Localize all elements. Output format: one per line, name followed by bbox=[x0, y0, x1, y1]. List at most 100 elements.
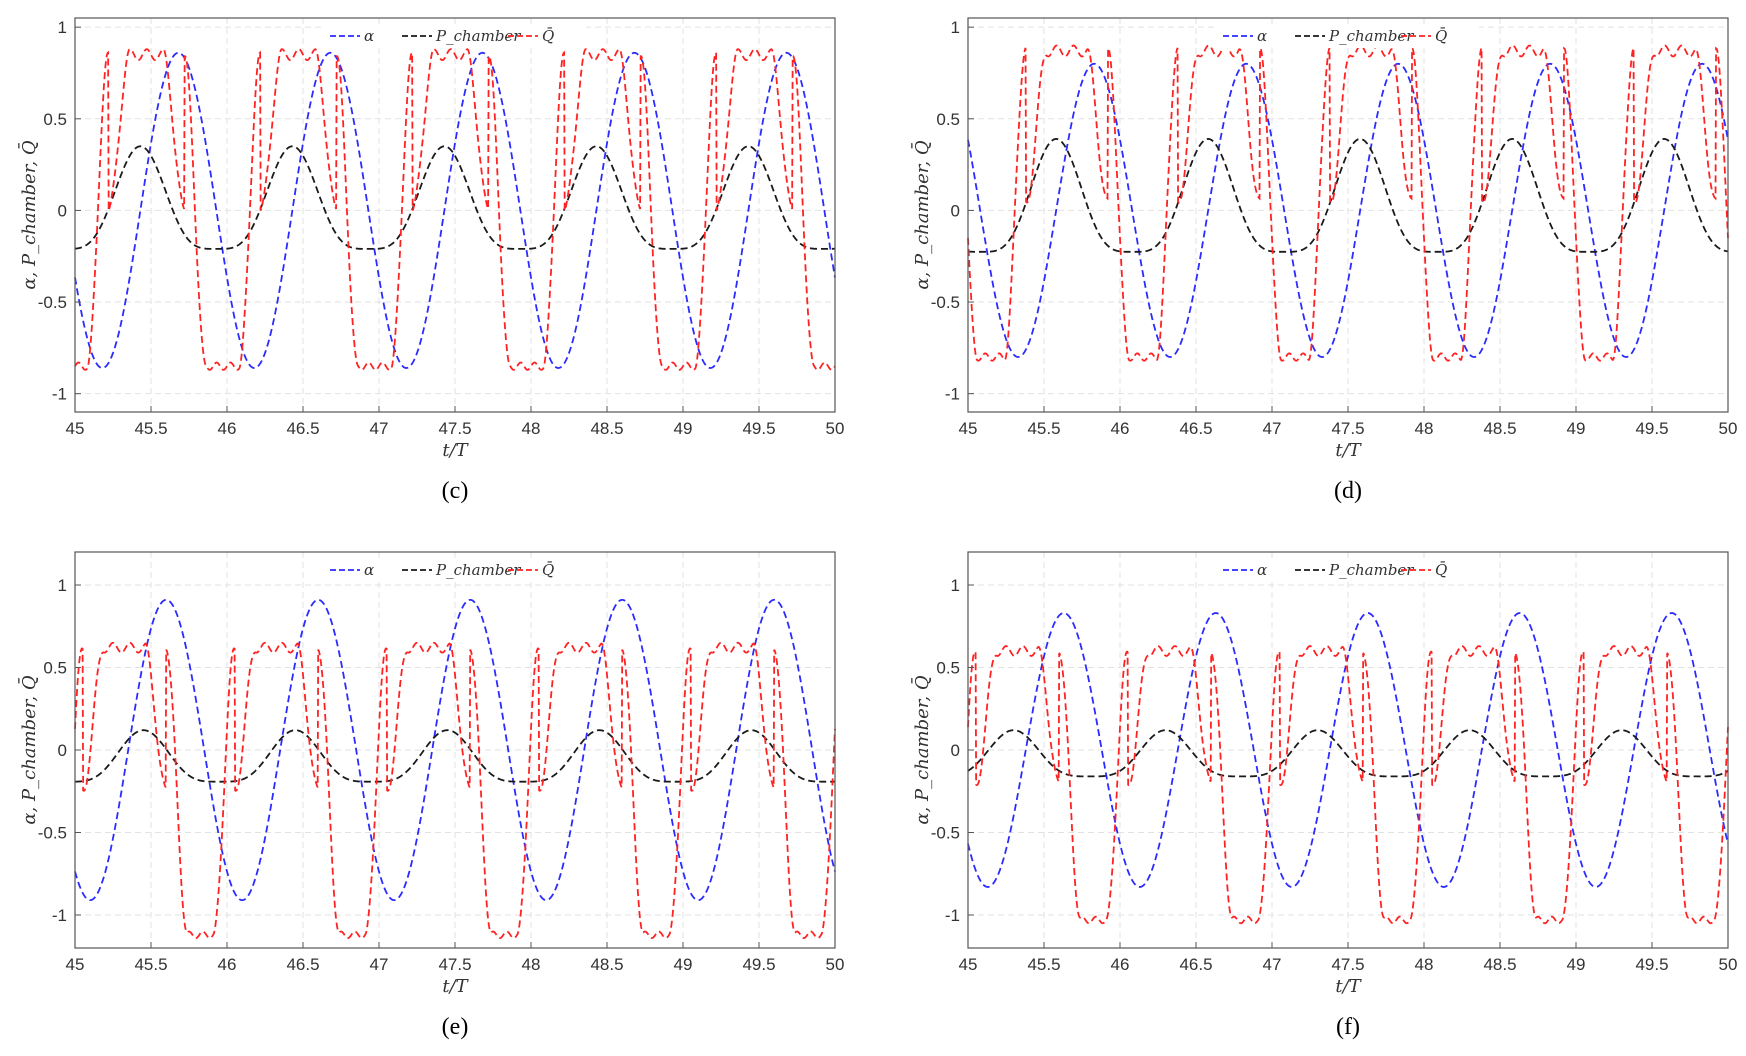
y-tick-label: 1 bbox=[58, 18, 67, 37]
x-tick-label: 49.5 bbox=[1635, 955, 1668, 974]
x-tick-label: 45 bbox=[66, 955, 85, 974]
series-line-alpha bbox=[967, 62, 1729, 358]
x-tick-label: 47.5 bbox=[1331, 955, 1364, 974]
panel-caption: (d) bbox=[1334, 478, 1362, 504]
y-tick-label: 0.5 bbox=[936, 110, 960, 129]
y-axis-label: α, P_chamber, Q̄ bbox=[17, 675, 40, 824]
x-tick-label: 49 bbox=[674, 419, 693, 438]
x-tick-label: 45 bbox=[66, 419, 85, 438]
y-tick-label: 1 bbox=[951, 18, 960, 37]
x-tick-label: 47 bbox=[370, 955, 389, 974]
y-axis-label: α, P_chamber, Q̄ bbox=[910, 140, 933, 289]
legend-entry: α bbox=[364, 561, 374, 579]
panel-c: 45 45.5 46 46.5 47 47.5 48 48.5 49 49.5 50 -1 -0.5 0 0… bbox=[17, 17, 845, 504]
x-tick-label: 49.5 bbox=[1635, 419, 1668, 438]
legend-entry: P_chamber bbox=[1328, 561, 1414, 579]
legend: α P_chamber Q̄ bbox=[324, 24, 586, 48]
legend-box bbox=[1217, 558, 1479, 582]
x-tick-label: 46.5 bbox=[286, 955, 319, 974]
y-tick-label: 0.5 bbox=[43, 659, 67, 678]
y-tick-label: -0.5 bbox=[38, 293, 67, 312]
x-tick-label: 48 bbox=[1415, 955, 1434, 974]
legend-entry: α bbox=[1257, 27, 1267, 45]
legend: α P_chamber Q̄ bbox=[1217, 558, 1479, 582]
y-tick-label: 0 bbox=[951, 201, 960, 220]
y-axis-label: α, P_chamber, Q̄ bbox=[910, 675, 933, 824]
y-tick-label: -1 bbox=[945, 906, 960, 925]
series-line-p-chamber bbox=[967, 138, 1729, 253]
panel-f: 45 45.5 46 46.5 47 47.5 48 48.5 49 49.5 50 -1 -0.5 0 0… bbox=[910, 551, 1738, 1040]
y-tick-label: -1 bbox=[52, 906, 67, 925]
series-line-q-bar bbox=[967, 645, 1729, 925]
legend-entry: α bbox=[1257, 561, 1267, 579]
y-tick-label: 1 bbox=[951, 576, 960, 595]
x-tick-label: 47.5 bbox=[438, 419, 471, 438]
x-tick-label: 46 bbox=[1111, 419, 1130, 438]
series-line-p-chamber bbox=[74, 729, 836, 783]
x-tick-label: 50 bbox=[826, 419, 845, 438]
x-tick-label: 50 bbox=[826, 955, 845, 974]
y-tick-label: 1 bbox=[58, 576, 67, 595]
panel-caption: (c) bbox=[442, 478, 469, 504]
x-tick-label: 48 bbox=[522, 955, 541, 974]
y-tick-label: 0 bbox=[58, 201, 67, 220]
y-tick-label: -0.5 bbox=[931, 293, 960, 312]
legend-entry: Q̄ bbox=[542, 27, 554, 45]
x-tick-label: 49 bbox=[1567, 955, 1586, 974]
y-tick-label: -0.5 bbox=[38, 824, 67, 843]
legend-entry: P_chamber bbox=[435, 561, 521, 579]
legend-entry: Q̄ bbox=[542, 561, 554, 579]
panel-caption: (f) bbox=[1336, 1014, 1360, 1040]
x-tick-label: 46.5 bbox=[286, 419, 319, 438]
x-tick-label: 48.5 bbox=[590, 955, 623, 974]
x-tick-label: 47 bbox=[1263, 419, 1282, 438]
x-tick-label: 48.5 bbox=[590, 419, 623, 438]
series-line-q-bar bbox=[74, 641, 836, 940]
x-tick-label: 49 bbox=[674, 955, 693, 974]
y-tick-label: 0.5 bbox=[936, 659, 960, 678]
series-line-alpha bbox=[74, 598, 836, 902]
y-tick-label: 0 bbox=[58, 741, 67, 760]
legend-entry: Q̄ bbox=[1435, 27, 1447, 45]
x-tick-label: 49 bbox=[1567, 419, 1586, 438]
y-axis-label: α, P_chamber, Q̄ bbox=[17, 140, 40, 289]
y-tick-label: 0.5 bbox=[43, 110, 67, 129]
x-tick-label: 45.5 bbox=[134, 419, 167, 438]
legend-entry: P_chamber bbox=[435, 27, 521, 45]
panel-caption: (e) bbox=[442, 1014, 469, 1040]
series-line-alpha bbox=[967, 612, 1729, 888]
x-tick-label: 48 bbox=[1415, 419, 1434, 438]
panel-d: 45 45.5 46 46.5 47 47.5 48 48.5 49 49.5 50 -1 -0.5 0 0… bbox=[910, 17, 1738, 504]
x-tick-label: 47 bbox=[1263, 955, 1282, 974]
x-axis-label: t/T bbox=[442, 976, 469, 997]
x-tick-label: 46.5 bbox=[1179, 955, 1212, 974]
x-tick-label: 48 bbox=[522, 419, 541, 438]
y-tick-label: -0.5 bbox=[931, 824, 960, 843]
x-tick-label: 47 bbox=[370, 419, 389, 438]
panel-e: 45 45.5 46 46.5 47 47.5 48 48.5 49 49.5 50 -1 -0.5 0 0… bbox=[17, 551, 845, 1040]
x-tick-label: 45 bbox=[959, 955, 978, 974]
series-line-p-chamber bbox=[967, 729, 1729, 778]
x-axis-label: t/T bbox=[1335, 440, 1362, 461]
x-tick-label: 46 bbox=[218, 419, 237, 438]
legend: α P_chamber Q̄ bbox=[1217, 24, 1479, 48]
x-tick-label: 45.5 bbox=[1027, 419, 1060, 438]
series-line-q-bar bbox=[74, 48, 836, 371]
series-line-q-bar bbox=[967, 44, 1729, 362]
x-tick-label: 46 bbox=[218, 955, 237, 974]
x-tick-label: 50 bbox=[1719, 419, 1738, 438]
legend-entry: P_chamber bbox=[1328, 27, 1414, 45]
y-tick-label: -1 bbox=[945, 385, 960, 404]
legend-box bbox=[324, 24, 586, 48]
x-axis-label: t/T bbox=[1335, 976, 1362, 997]
y-tick-label: 0 bbox=[951, 741, 960, 760]
x-tick-label: 45.5 bbox=[1027, 955, 1060, 974]
x-tick-label: 49.5 bbox=[742, 419, 775, 438]
x-tick-label: 46.5 bbox=[1179, 419, 1212, 438]
y-tick-label: -1 bbox=[52, 385, 67, 404]
x-tick-label: 50 bbox=[1719, 955, 1738, 974]
series-line-alpha bbox=[74, 51, 836, 369]
legend-box bbox=[1217, 24, 1479, 48]
legend-entry: α bbox=[364, 27, 374, 45]
